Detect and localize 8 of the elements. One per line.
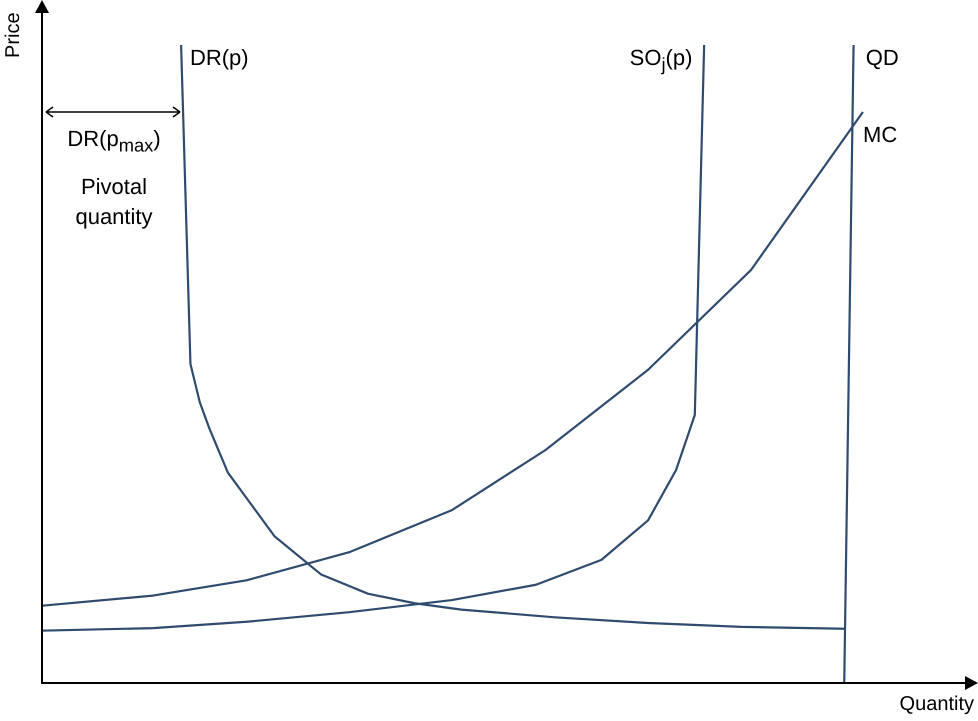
y-axis-title: Price: [2, 12, 25, 58]
annotation: Pivotal quantity: [74, 173, 154, 231]
series-label: QD: [866, 45, 899, 71]
series-label: MC: [863, 122, 898, 148]
annotation: DR(p$_{max}$): [66, 126, 162, 158]
series-label: SO$_{j}$(p): [630, 45, 692, 76]
x-axis-title: Quantity: [900, 693, 974, 716]
series-label: DR(p): [190, 45, 249, 71]
